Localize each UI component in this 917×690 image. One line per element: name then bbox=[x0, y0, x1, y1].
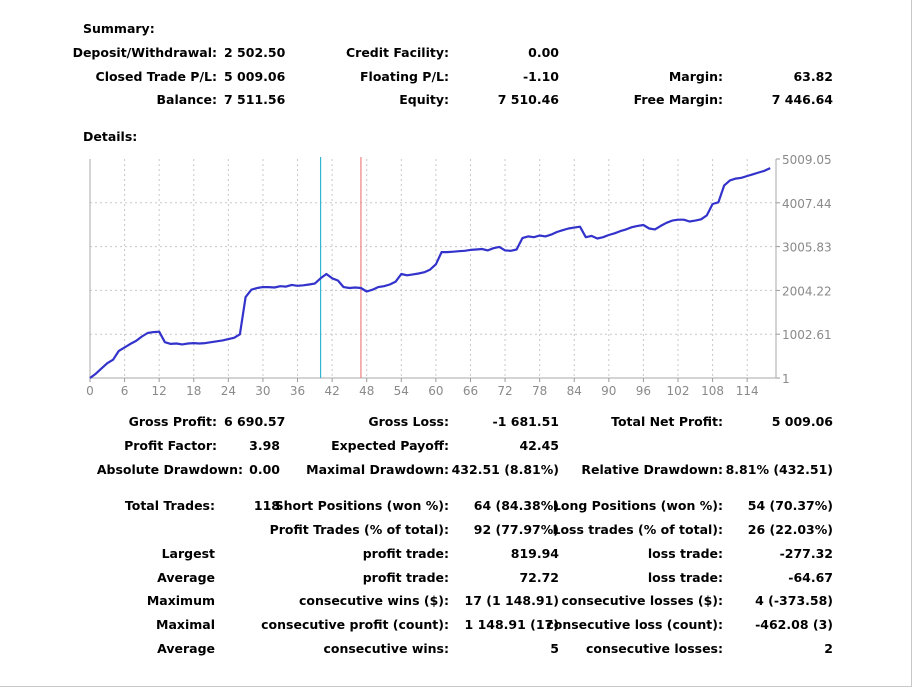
expected-payoff-label: Expected Payoff: bbox=[331, 438, 449, 453]
x-tick-label: 66 bbox=[463, 384, 478, 398]
x-tick-label: 78 bbox=[532, 384, 547, 398]
relative-drawdown-label: Relative Drawdown: bbox=[581, 462, 723, 477]
deposit-value: 2 502.50 bbox=[224, 45, 286, 60]
maximal-drawdown-label: Maximal Drawdown: bbox=[306, 462, 449, 477]
y-tick-label: 1 bbox=[782, 372, 790, 386]
maximal-consecutive-profit-value: 1 148.91 (17) bbox=[464, 617, 559, 632]
net-profit-label: Total Net Profit: bbox=[611, 414, 723, 429]
avg-consecutive-wins-label: consecutive wins: bbox=[323, 641, 449, 656]
equity-label: Equity: bbox=[399, 92, 449, 107]
largest-profit-label: profit trade: bbox=[362, 546, 449, 561]
margin-value: 63.82 bbox=[793, 69, 833, 84]
y-tick-label: 3005.83 bbox=[782, 241, 832, 255]
profit-trades-value: 92 (77.97%) bbox=[473, 522, 559, 537]
x-tick-label: 108 bbox=[701, 384, 724, 398]
x-tick-label: 114 bbox=[736, 384, 759, 398]
gross-loss-label: Gross Loss: bbox=[368, 414, 449, 429]
long-positions-value: 54 (70.37%) bbox=[747, 498, 833, 513]
deposit-label: Deposit/Withdrawal: bbox=[72, 45, 217, 60]
x-tick-label: 30 bbox=[255, 384, 270, 398]
x-tick-label: 96 bbox=[636, 384, 651, 398]
long-positions-label: Long Positions (won %): bbox=[552, 498, 723, 513]
x-tick-label: 48 bbox=[359, 384, 374, 398]
maximal-consecutive-loss-value: -462.08 (3) bbox=[755, 617, 833, 632]
profit-trades-label: Profit Trades (% of total): bbox=[269, 522, 449, 537]
largest-label: Largest bbox=[161, 546, 215, 561]
x-tick-label: 72 bbox=[497, 384, 512, 398]
maximal-consecutive-loss-label: consecutive loss (count): bbox=[546, 617, 723, 632]
margin-label: Margin: bbox=[668, 69, 723, 84]
average-consecutive-label: Average bbox=[157, 641, 215, 656]
average-profit-value: 72.72 bbox=[519, 570, 559, 585]
absolute-drawdown-value: 0.00 bbox=[249, 462, 280, 477]
free-margin-value: 7 446.64 bbox=[771, 92, 833, 107]
x-tick-label: 54 bbox=[394, 384, 409, 398]
net-profit-value: 5 009.06 bbox=[771, 414, 833, 429]
max-consecutive-wins-value: 17 (1 148.91) bbox=[464, 593, 559, 608]
equity-value: 7 510.46 bbox=[497, 92, 559, 107]
max-consecutive-wins-label: consecutive wins ($): bbox=[298, 593, 449, 608]
loss-trades-value: 26 (22.03%) bbox=[747, 522, 833, 537]
floating-value: -1.10 bbox=[522, 69, 559, 84]
x-tick-label: 102 bbox=[667, 384, 690, 398]
balance-label: Balance: bbox=[156, 92, 217, 107]
maximum-label: Maximum bbox=[146, 593, 215, 608]
avg-consecutive-wins-value: 5 bbox=[550, 641, 559, 656]
x-tick-label: 6 bbox=[121, 384, 129, 398]
free-margin-label: Free Margin: bbox=[633, 92, 723, 107]
gross-profit-value: 6 690.57 bbox=[224, 414, 286, 429]
summary-heading: Summary: bbox=[83, 21, 155, 36]
x-tick-label: 12 bbox=[152, 384, 167, 398]
y-tick-label: 2004.22 bbox=[782, 284, 832, 298]
relative-drawdown-value: 8.81% (432.51) bbox=[725, 462, 833, 477]
gross-loss-value: -1 681.51 bbox=[492, 414, 559, 429]
absolute-drawdown-label: Absolute Drawdown: bbox=[96, 462, 243, 477]
y-tick-label: 4007.44 bbox=[782, 197, 832, 211]
avg-consecutive-losses-value: 2 bbox=[824, 641, 833, 656]
closed-trade-label: Closed Trade P/L: bbox=[95, 69, 217, 84]
y-tick-label: 5009.05 bbox=[782, 153, 832, 167]
max-consecutive-losses-label: consecutive losses ($): bbox=[561, 593, 723, 608]
total-trades-label: Total Trades: bbox=[124, 498, 215, 513]
x-tick-label: 18 bbox=[186, 384, 201, 398]
largest-loss-value: -277.32 bbox=[779, 546, 833, 561]
y-tick-label: 1002.61 bbox=[782, 328, 832, 342]
average-loss-label: loss trade: bbox=[647, 570, 723, 585]
short-positions-value: 64 (84.38%) bbox=[473, 498, 559, 513]
balance-chart: 5009.05 4007.44 3005.83 2004.22 1002.61 1 0 6 12… bbox=[86, 153, 832, 398]
balance-value: 7 511.56 bbox=[224, 92, 286, 107]
balance-line bbox=[89, 167, 771, 379]
average-loss-value: -64.67 bbox=[788, 570, 833, 585]
total-trades-value: 118 bbox=[253, 498, 280, 513]
avg-consecutive-losses-label: consecutive losses: bbox=[585, 641, 723, 656]
x-tick-label: 60 bbox=[428, 384, 443, 398]
x-tick-label: 24 bbox=[221, 384, 236, 398]
maximal-label: Maximal bbox=[156, 617, 215, 632]
short-positions-label: Short Positions (won %): bbox=[274, 498, 449, 513]
x-tick-label: 0 bbox=[86, 384, 94, 398]
average-profit-label: profit trade: bbox=[362, 570, 449, 585]
expected-payoff-value: 42.45 bbox=[519, 438, 559, 453]
maximal-consecutive-profit-label: consecutive profit (count): bbox=[261, 617, 449, 632]
largest-loss-label: loss trade: bbox=[647, 546, 723, 561]
loss-trades-label: Loss trades (% of total): bbox=[552, 522, 723, 537]
x-tick-label: 84 bbox=[567, 384, 582, 398]
average-label: Average bbox=[157, 570, 215, 585]
floating-label: Floating P/L: bbox=[360, 69, 449, 84]
details-heading: Details: bbox=[83, 129, 138, 144]
largest-profit-value: 819.94 bbox=[510, 546, 559, 561]
max-consecutive-losses-value: 4 (-373.58) bbox=[755, 593, 833, 608]
gross-profit-label: Gross Profit: bbox=[128, 414, 217, 429]
x-tick-label: 90 bbox=[601, 384, 616, 398]
credit-value: 0.00 bbox=[528, 45, 559, 60]
closed-trade-value: 5 009.06 bbox=[224, 69, 286, 84]
x-tick-label: 36 bbox=[290, 384, 305, 398]
profit-factor-label: Profit Factor: bbox=[124, 438, 217, 453]
profit-factor-value: 3.98 bbox=[249, 438, 280, 453]
x-tick-label: 42 bbox=[324, 384, 339, 398]
maximal-drawdown-value: 432.51 (8.81%) bbox=[451, 462, 559, 477]
credit-label: Credit Facility: bbox=[345, 45, 449, 60]
